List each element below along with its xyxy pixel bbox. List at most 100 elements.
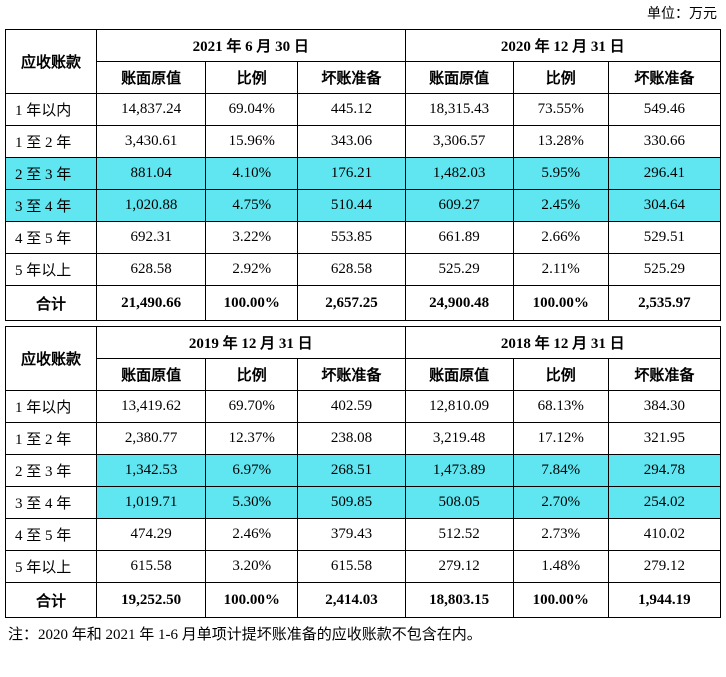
column-header: 比例 — [205, 358, 299, 391]
table-row: 4 至 5 年 474.29 2.46% 379.43 512.52 2.73% 410.0… — [4, 518, 722, 551]
table-cell: 296.41 — [607, 157, 722, 190]
table-cell: 343.06 — [297, 125, 406, 158]
table-cell: 1,473.89 — [404, 454, 514, 487]
table-cell: 69.70% — [205, 390, 299, 423]
receivables-aging-table-2019-2018: 应收账款 2019 年 12 月 31 日 2018 年 12 月 31 日账面原值… — [4, 326, 722, 618]
column-header: 比例 — [205, 61, 299, 94]
row-label: 3 至 4 年 — [4, 189, 98, 222]
table-cell: 3.22% — [205, 221, 299, 254]
table-cell: 100.00% — [205, 285, 299, 321]
period-header: 2020 年 12 月 31 日 — [404, 29, 722, 62]
table-row: 5 年以上 615.58 3.20% 615.58 279.12 1.48% 279.12 — [4, 550, 722, 583]
row-header-title: 应收账款 — [4, 29, 98, 94]
table-cell: 69.04% — [205, 93, 299, 126]
table-cell: 321.95 — [607, 422, 722, 455]
table-body: 1 年以内 13,419.62 69.70% 402.59 12,810.09 68.13… — [4, 390, 722, 618]
table-cell: 3.20% — [205, 550, 299, 583]
table-cell: 12.37% — [205, 422, 299, 455]
table-cell: 279.12 — [404, 550, 514, 583]
table-cell: 1,019.71 — [96, 486, 207, 519]
table-cell: 402.59 — [297, 390, 406, 423]
unit-label: 单位：万元 — [647, 7, 717, 22]
table-cell: 2,657.25 — [297, 285, 406, 321]
table-cell: 509.85 — [297, 486, 406, 519]
table-cell: 2.66% — [512, 221, 609, 254]
row-label: 4 至 5 年 — [4, 221, 98, 254]
column-header: 账面原值 — [404, 61, 514, 94]
table-row: 2 至 3 年 1,342.53 6.97% 268.51 1,473.89 7.84% 2… — [4, 454, 722, 487]
table-cell: 549.46 — [607, 93, 722, 126]
table-cell: 100.00% — [205, 582, 299, 618]
table-cell: 5.30% — [205, 486, 299, 519]
table-cell: 553.85 — [297, 221, 406, 254]
table-cell: 17.12% — [512, 422, 609, 455]
table-row: 1 年以内 13,419.62 69.70% 402.59 12,810.09 68.13… — [4, 390, 722, 423]
table-cell: 3,306.57 — [404, 125, 514, 158]
row-label: 4 至 5 年 — [4, 518, 98, 551]
table-cell: 5.95% — [512, 157, 609, 190]
table-row: 3 至 4 年 1,020.88 4.75% 510.44 609.27 2.45% 304… — [4, 189, 722, 222]
column-header-row: 账面原值 比例 坏账准备 账面原值 比例 坏账准备 — [6, 61, 722, 94]
table-cell: 2.92% — [205, 253, 299, 286]
column-header: 账面原值 — [404, 358, 514, 391]
table-cell: 4.10% — [205, 157, 299, 190]
table-cell: 1.48% — [512, 550, 609, 583]
table-cell: 7.84% — [512, 454, 609, 487]
table-cell: 510.44 — [297, 189, 406, 222]
table-cell: 330.66 — [607, 125, 722, 158]
table-cell: 4.75% — [205, 189, 299, 222]
table-cell: 18,315.43 — [404, 93, 514, 126]
table-cell: 2.70% — [512, 486, 609, 519]
period-header: 2018 年 12 月 31 日 — [404, 326, 722, 359]
table-cell: 21,490.66 — [96, 285, 207, 321]
period-header: 2019 年 12 月 31 日 — [96, 326, 406, 359]
table-row: 1 至 2 年 3,430.61 15.96% 343.06 3,306.57 13.28… — [4, 125, 722, 158]
table-cell: 18,803.15 — [404, 582, 514, 618]
table-cell: 1,482.03 — [404, 157, 514, 190]
table-cell: 615.58 — [297, 550, 406, 583]
table-row: 1 至 2 年 2,380.77 12.37% 238.08 3,219.48 17.12… — [4, 422, 722, 455]
table-cell: 661.89 — [404, 221, 514, 254]
table-cell: 609.27 — [404, 189, 514, 222]
total-row: 合计 21,490.66 100.00% 2,657.25 24,900.48 100.0… — [4, 285, 722, 321]
table-cell: 2,380.77 — [96, 422, 207, 455]
table-cell: 1,944.19 — [607, 582, 722, 618]
row-header-title: 应收账款 — [4, 326, 98, 391]
table-cell: 1,342.53 — [96, 454, 207, 487]
column-header: 账面原值 — [96, 358, 207, 391]
table-cell: 881.04 — [96, 157, 207, 190]
table-cell: 304.64 — [607, 189, 722, 222]
table-cell: 512.52 — [404, 518, 514, 551]
total-row: 合计 19,252.50 100.00% 2,414.03 18,803.15 100.0… — [4, 582, 722, 618]
table-cell: 508.05 — [404, 486, 514, 519]
table-cell: 2.45% — [512, 189, 609, 222]
row-label: 1 年以内 — [4, 93, 98, 126]
table-cell: 384.30 — [607, 390, 722, 423]
period-header-row: 应收账款 2021 年 6 月 30 日 2020 年 12 月 31 日 — [4, 29, 722, 94]
table-cell: 1,020.88 — [96, 189, 207, 222]
table-cell: 294.78 — [607, 454, 722, 487]
row-label: 1 至 2 年 — [4, 125, 98, 158]
table-cell: 12,810.09 — [404, 390, 514, 423]
column-header: 比例 — [512, 358, 609, 391]
column-header: 坏账准备 — [607, 358, 722, 391]
table-cell: 2,535.97 — [607, 285, 722, 321]
table-row: 5 年以上 628.58 2.92% 628.58 525.29 2.11% 525.29 — [4, 253, 722, 286]
row-label: 合计 — [4, 582, 98, 618]
table-cell: 68.13% — [512, 390, 609, 423]
table-row: 4 至 5 年 692.31 3.22% 553.85 661.89 2.66% 529.5… — [4, 221, 722, 254]
table-cell: 3,430.61 — [96, 125, 207, 158]
table-body: 1 年以内 14,837.24 69.04% 445.12 18,315.43 73.55… — [4, 93, 722, 321]
table-cell: 238.08 — [297, 422, 406, 455]
table-cell: 2.73% — [512, 518, 609, 551]
table-cell: 73.55% — [512, 93, 609, 126]
table-cell: 254.02 — [607, 486, 722, 519]
row-label: 3 至 4 年 — [4, 486, 98, 519]
column-header-row: 账面原值 比例 坏账准备 账面原值 比例 坏账准备 — [6, 358, 722, 391]
table-cell: 379.43 — [297, 518, 406, 551]
table-cell: 615.58 — [96, 550, 207, 583]
row-label: 合计 — [4, 285, 98, 321]
column-header: 坏账准备 — [607, 61, 722, 94]
table-cell: 176.21 — [297, 157, 406, 190]
table-cell: 13,419.62 — [96, 390, 207, 423]
